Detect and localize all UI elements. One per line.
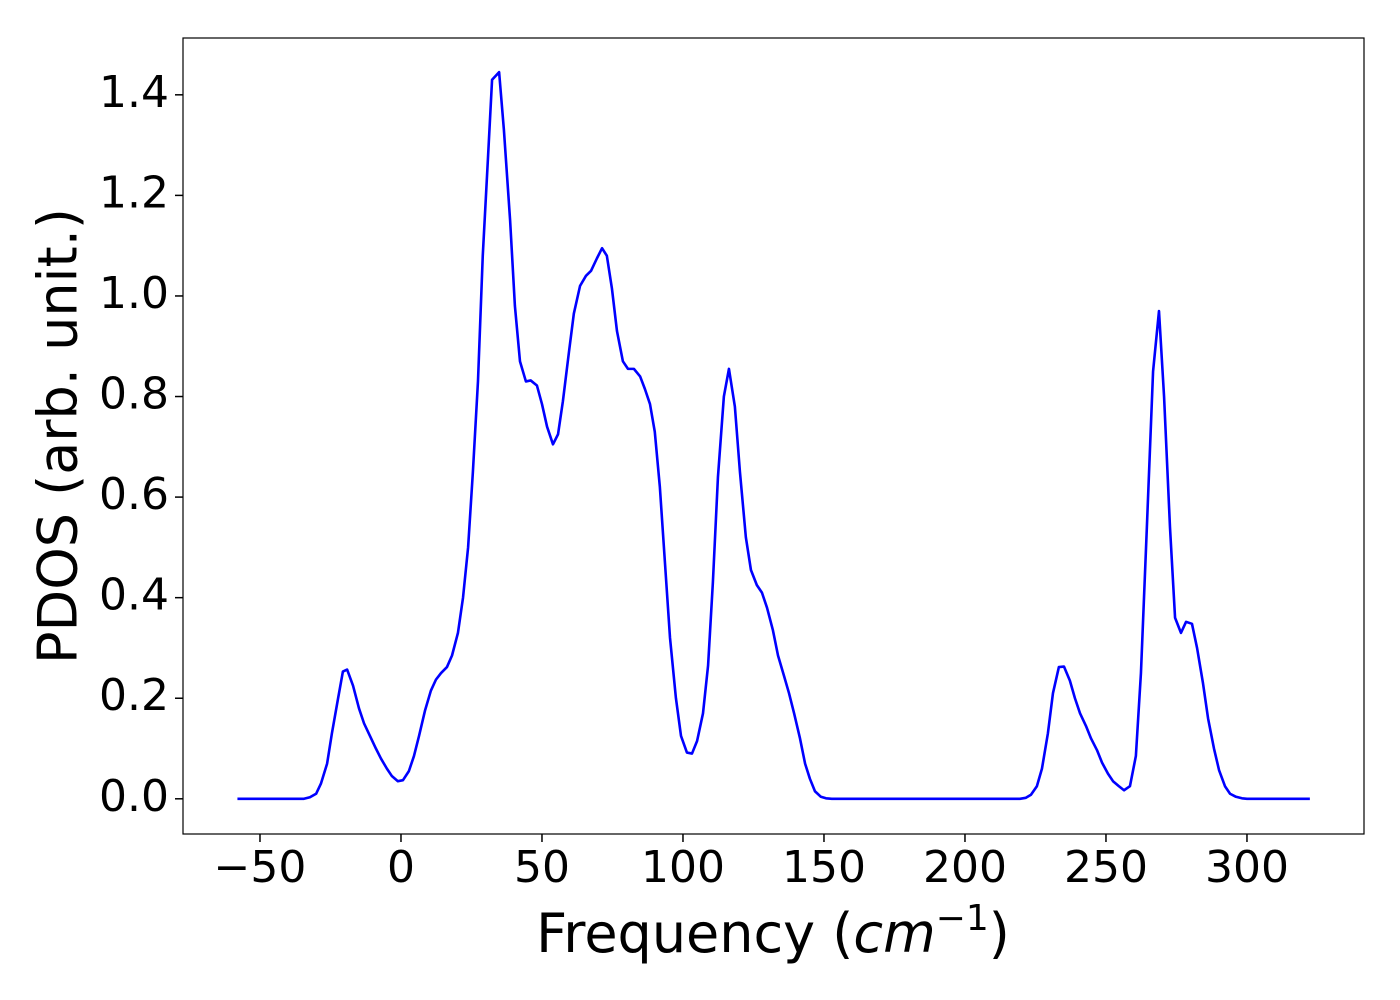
y-tick-label: 1.0 <box>99 268 169 319</box>
x-tick-label: 0 <box>387 842 415 893</box>
x-tick-label: −50 <box>214 842 307 893</box>
y-tick-label: 0.6 <box>99 469 169 520</box>
x-tick-label: 100 <box>641 842 725 893</box>
x-label-exponent: −1 <box>936 898 989 939</box>
x-label-close: ) <box>989 902 1010 965</box>
plot-frame <box>182 37 1365 835</box>
y-tick-label: 0.0 <box>99 771 169 822</box>
x-tick-label: 50 <box>514 842 570 893</box>
x-tick-label: 300 <box>1205 842 1289 893</box>
y-tick-label: 0.2 <box>99 670 169 721</box>
y-axis-label: PDOS (arb. unit.) <box>27 208 90 664</box>
x-tick-label: 200 <box>923 842 1007 893</box>
y-tick-label: 1.4 <box>99 67 169 118</box>
y-tick-label: 0.8 <box>99 369 169 420</box>
x-axis-label: Frequency (cm−1) <box>536 898 1010 965</box>
x-tick-label: 250 <box>1064 842 1148 893</box>
x-tick-label: 150 <box>782 842 866 893</box>
x-label-unit: cm <box>853 902 935 965</box>
pdos-line <box>237 70 1310 801</box>
x-label-text: Frequency ( <box>536 902 853 965</box>
y-tick-label: 0.4 <box>99 570 169 621</box>
y-tick-label: 1.2 <box>99 167 169 218</box>
